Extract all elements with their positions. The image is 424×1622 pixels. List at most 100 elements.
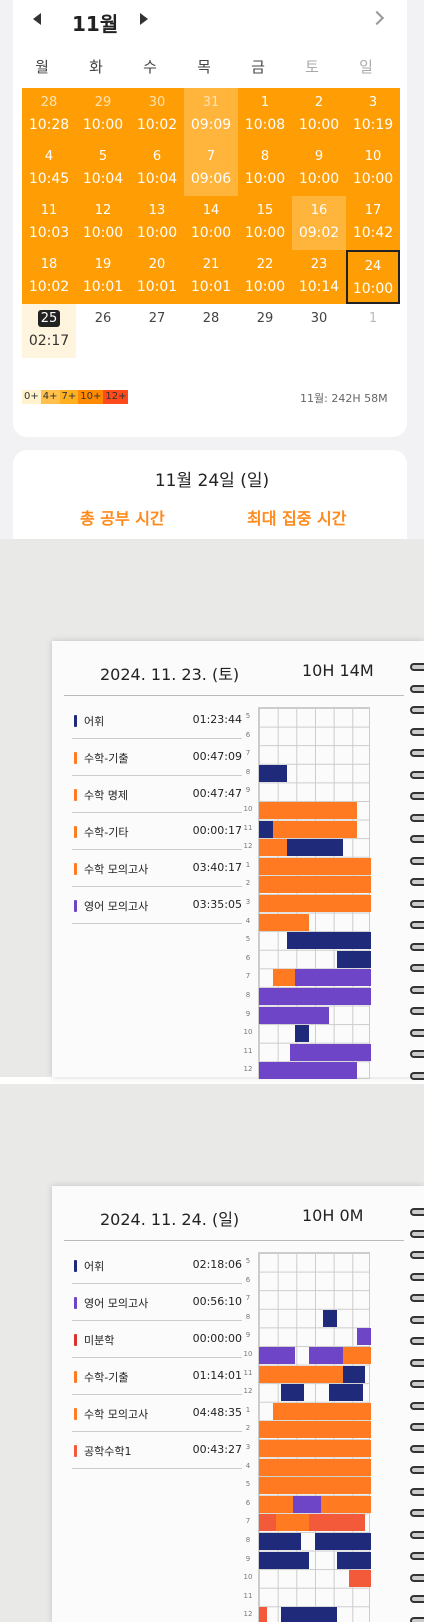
- day-study-time: 10:01: [136, 279, 178, 295]
- calendar-day[interactable]: 3 10:19: [346, 88, 400, 142]
- day-study-time: 10:03: [28, 225, 70, 241]
- calendar-day[interactable]: 20 10:01: [130, 250, 184, 304]
- spiral-ring-icon: [410, 899, 424, 908]
- study-block: [259, 802, 357, 819]
- study-block: [287, 839, 343, 857]
- calendar-day[interactable]: 14 10:00: [184, 196, 238, 250]
- weekday-label: 토: [305, 58, 319, 76]
- calendar-day[interactable]: 2 10:00: [292, 88, 346, 142]
- calendar-day[interactable]: 22 10:00: [238, 250, 292, 304]
- spiral-ring-icon: [410, 1272, 424, 1281]
- calendar-day[interactable]: 13 10:00: [130, 196, 184, 250]
- day-study-time: 10:04: [82, 171, 124, 187]
- calendar-day[interactable]: 15 10:00: [238, 196, 292, 250]
- subject-name: 공학수학1: [84, 1445, 132, 1458]
- hour-label: 10: [243, 805, 253, 813]
- calendar-day[interactable]: 23 10:14: [292, 250, 346, 304]
- calendar-day[interactable]: 30 10:02: [130, 88, 184, 142]
- study-block: [337, 950, 371, 968]
- calendar-day[interactable]: 12 10:00: [76, 196, 130, 250]
- subject-row: 수학 명제 00:47:47: [72, 777, 242, 813]
- day-number: 29: [94, 95, 112, 110]
- calendar-day[interactable]: 1: [346, 304, 400, 358]
- study-block: [259, 913, 310, 931]
- study-block: [287, 932, 371, 950]
- next-month-icon[interactable]: [140, 13, 148, 25]
- day-number: 28: [40, 95, 58, 110]
- total-study-time-label[interactable]: 총 공부 시간: [80, 509, 165, 528]
- study-block: [259, 857, 371, 875]
- day-study-time: 10:02: [136, 117, 178, 133]
- calendar-day[interactable]: 29: [238, 304, 292, 358]
- spiral-ring-icon: [410, 1315, 424, 1324]
- calendar-day[interactable]: 17 10:42: [346, 196, 400, 250]
- study-block: [259, 1347, 296, 1364]
- calendar-day[interactable]: 10 10:00: [346, 142, 400, 196]
- calendar-day[interactable]: 19 10:01: [76, 250, 130, 304]
- day-study-time: 10:00: [82, 117, 124, 133]
- hour-label: 6: [245, 953, 251, 962]
- hour-label: 8: [245, 1312, 251, 1321]
- subject-row: 수학-기출 01:14:01: [72, 1359, 242, 1395]
- day-study-time: 10:00: [352, 281, 394, 297]
- subject-color-bar: [74, 1408, 77, 1420]
- day-number: 11: [40, 203, 58, 218]
- calendar-day[interactable]: 24 10:00: [346, 250, 400, 304]
- day-number: 19: [94, 257, 112, 272]
- subject-row: 수학 모의고사 03:40:17: [72, 851, 242, 887]
- day-number: 8: [260, 149, 270, 164]
- spiral-ring-icon: [410, 1573, 424, 1582]
- day-study-time: 10:00: [298, 117, 340, 133]
- calendar-day[interactable]: 1 10:08: [238, 88, 292, 142]
- day-number: 30: [310, 311, 328, 326]
- study-block: [281, 1384, 304, 1402]
- subject-name: 수학 모의고사: [84, 1408, 149, 1421]
- sheet-date: 2024. 11. 24. (일): [100, 1210, 240, 1229]
- prev-month-icon[interactable]: [33, 13, 41, 25]
- heat-legend: 0+ 4+ 7+ 10+ 12+: [22, 390, 129, 404]
- hour-label: 6: [245, 730, 251, 739]
- calendar-day[interactable]: 7 09:06: [184, 142, 238, 196]
- calendar-day[interactable]: 21 10:01: [184, 250, 238, 304]
- day-number: 1: [368, 311, 378, 326]
- calendar-day[interactable]: 6 10:04: [130, 142, 184, 196]
- calendar-day[interactable]: 26: [76, 304, 130, 358]
- spiral-ring-icon: [410, 942, 424, 951]
- subject-time: 04:48:35: [192, 1406, 242, 1419]
- calendar-day[interactable]: 18 10:02: [22, 250, 76, 304]
- day-number: 22: [256, 257, 274, 272]
- study-block: [259, 895, 371, 912]
- spiral-ring-icon: [410, 835, 424, 843]
- hour-label: 12: [243, 1387, 253, 1396]
- subject-color-bar: [74, 789, 77, 801]
- day-number: 31: [202, 95, 220, 110]
- study-block: [357, 1328, 371, 1346]
- calendar-day[interactable]: 27: [130, 304, 184, 358]
- calendar-day[interactable]: 8 10:00: [238, 142, 292, 196]
- calendar-day[interactable]: 28: [184, 304, 238, 358]
- day-study-time: 09:02: [298, 225, 340, 241]
- subject-row: 영어 모의고사 03:35:05: [72, 888, 242, 924]
- study-block: [259, 1440, 371, 1457]
- calendar-day[interactable]: 28 10:28: [22, 88, 76, 142]
- day-study-time: 10:42: [352, 225, 394, 241]
- calendar-day[interactable]: 9 10:00: [292, 142, 346, 196]
- hour-label: 11: [243, 1046, 253, 1055]
- hour-label: 10: [243, 1028, 253, 1037]
- time-grid: 5 6 7 8 9 10 11 12 1 2 3 4 5 6 7 8 9 10 11 12: [244, 707, 371, 1080]
- hour-label: 8: [245, 991, 251, 999]
- notebook-photo-2: 2024. 11. 24. (일) 10H 0M 어휘 02:18:06 영어 모의…: [0, 1084, 424, 1622]
- calendar-day[interactable]: 16 09:02: [292, 196, 346, 250]
- max-focus-time-label[interactable]: 최대 집중 시간: [247, 509, 347, 528]
- hour-label: 10: [243, 1350, 253, 1358]
- calendar-day[interactable]: 4 10:45: [22, 142, 76, 196]
- calendar-day[interactable]: 11 10:03: [22, 196, 76, 250]
- subject-row: 수학-기출 00:47:09: [72, 740, 242, 776]
- calendar-day[interactable]: 29 10:00: [76, 88, 130, 142]
- calendar-day[interactable]: 5 10:04: [76, 142, 130, 196]
- calendar-day[interactable]: 31 09:09: [184, 88, 238, 142]
- subject-name: 영어 모의고사: [84, 900, 149, 913]
- calendar-day[interactable]: 25 02:17: [22, 304, 76, 358]
- study-block: [343, 1365, 366, 1383]
- calendar-day[interactable]: 30: [292, 304, 346, 358]
